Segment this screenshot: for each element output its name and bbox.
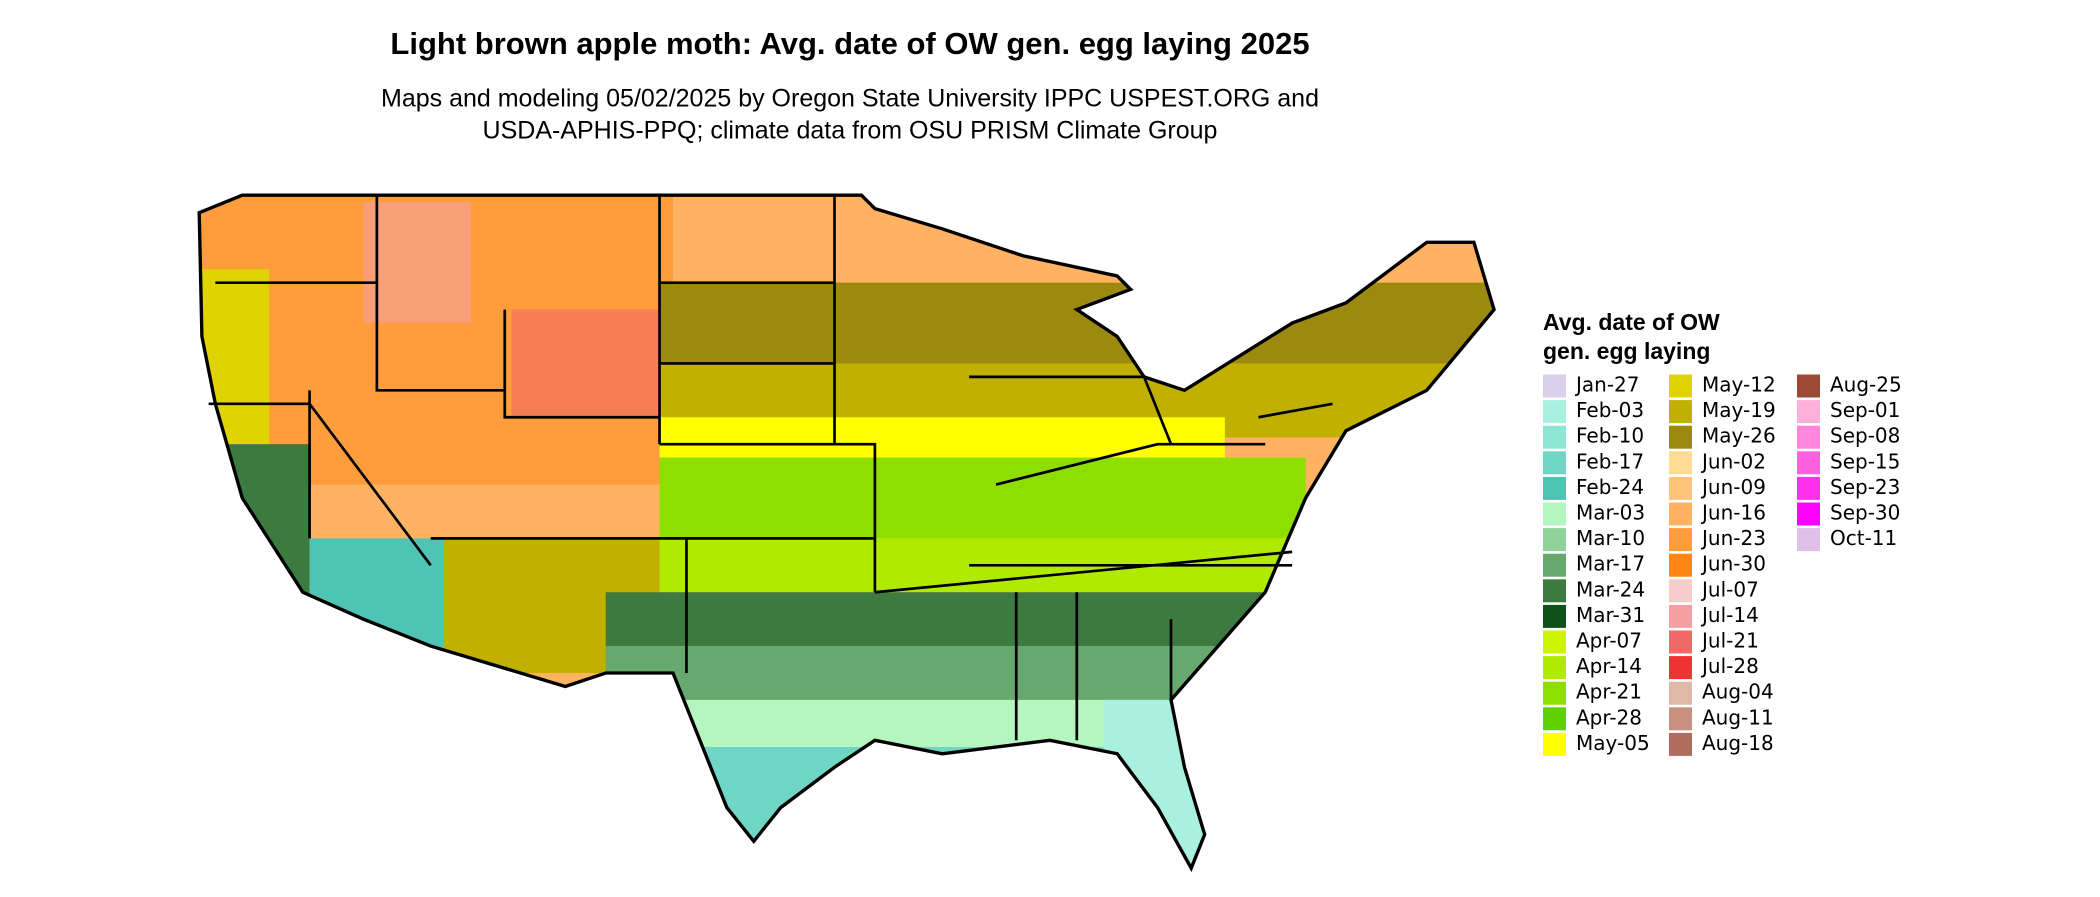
legend-swatch <box>1669 707 1692 731</box>
subtitle: Maps and modeling 05/02/2025 by Oregon S… <box>381 85 1319 113</box>
legend-swatch <box>1669 476 1692 500</box>
legend-swatch <box>1543 579 1566 603</box>
legend-label: Aug-18 <box>1702 731 1774 755</box>
legend-label: Jul-21 <box>1700 629 1759 653</box>
legend-label: Mar-03 <box>1576 501 1645 525</box>
legend-label: Aug-11 <box>1702 705 1774 729</box>
legend-swatch <box>1543 707 1566 731</box>
legend-swatch <box>1543 476 1566 500</box>
legend-label: May-26 <box>1702 424 1776 448</box>
legend-swatch <box>1543 604 1566 628</box>
legend-label: Feb-10 <box>1576 424 1644 448</box>
legend-label: Apr-14 <box>1576 654 1642 678</box>
legend-label: Feb-03 <box>1576 398 1644 422</box>
legend-swatch <box>1669 579 1692 603</box>
legend-swatch <box>1797 425 1820 449</box>
legend-label: Jan-27 <box>1574 373 1640 397</box>
legend-swatch <box>1669 553 1692 577</box>
legend-label: Jul-28 <box>1700 654 1759 678</box>
legend-label: Sep-08 <box>1830 424 1900 448</box>
legend-label: May-05 <box>1576 731 1650 755</box>
legend-label: Sep-01 <box>1830 398 1900 422</box>
legend-label: Apr-21 <box>1576 680 1642 704</box>
legend-label: Feb-17 <box>1576 449 1644 473</box>
legend-title: gen. egg laying <box>1543 338 1710 364</box>
legend-label: Jun-09 <box>1700 475 1766 499</box>
legend-title: Avg. date of OW <box>1543 309 1720 335</box>
subtitle: USDA-APHIS-PPQ; climate data from OSU PR… <box>483 117 1218 145</box>
legend-label: Jun-23 <box>1700 526 1766 550</box>
legend-swatch <box>1543 374 1566 398</box>
legend-swatch <box>1797 476 1820 500</box>
legend-label: Mar-31 <box>1576 603 1645 627</box>
legend-swatch <box>1543 681 1566 705</box>
legend-swatch <box>1669 630 1692 654</box>
legend-swatch <box>1669 400 1692 424</box>
legend: Jan-27Feb-03Feb-10Feb-17Feb-24Mar-03Mar-… <box>1543 373 1902 756</box>
legend-swatch <box>1669 374 1692 398</box>
legend-swatch <box>1669 502 1692 526</box>
legend-swatch <box>1543 451 1566 475</box>
legend-label: Feb-24 <box>1576 475 1644 499</box>
legend-swatch <box>1543 732 1566 756</box>
legend-label: Mar-17 <box>1576 552 1645 576</box>
legend-label: Sep-15 <box>1830 449 1900 473</box>
legend-swatch <box>1797 502 1820 526</box>
legend-swatch <box>1669 681 1692 705</box>
legend-swatch <box>1669 528 1692 552</box>
map <box>197 193 1496 873</box>
legend-label: Jun-30 <box>1700 552 1766 576</box>
legend-label: May-19 <box>1702 398 1776 422</box>
legend-label: Oct-11 <box>1830 526 1897 550</box>
legend-label: May-12 <box>1702 373 1776 397</box>
legend-swatch <box>1797 451 1820 475</box>
legend-label: Apr-07 <box>1576 629 1642 653</box>
legend-label: Aug-04 <box>1702 680 1774 704</box>
title: Light brown apple moth: Avg. date of OW … <box>390 26 1309 61</box>
legend-label: Aug-25 <box>1830 373 1902 397</box>
legend-swatch <box>1797 374 1820 398</box>
legend-label: Apr-28 <box>1576 705 1642 729</box>
legend-swatch <box>1543 528 1566 552</box>
legend-swatch <box>1543 425 1566 449</box>
legend-swatch <box>1669 604 1692 628</box>
legend-label: Mar-10 <box>1576 526 1645 550</box>
legend-swatch <box>1797 400 1820 424</box>
legend-swatch <box>1543 553 1566 577</box>
legend-swatch <box>1543 630 1566 654</box>
legend-swatch <box>1543 400 1566 424</box>
legend-label: Sep-23 <box>1830 475 1900 499</box>
legend-label: Mar-24 <box>1576 577 1645 601</box>
legend-swatch <box>1669 425 1692 449</box>
legend-label: Sep-30 <box>1830 501 1900 525</box>
legend-label: Jun-16 <box>1700 501 1766 525</box>
legend-swatch <box>1669 656 1692 680</box>
legend-swatch <box>1797 528 1820 552</box>
legend-label: Jun-02 <box>1700 449 1766 473</box>
legend-swatch <box>1543 656 1566 680</box>
legend-swatch <box>1669 451 1692 475</box>
legend-label: Jul-07 <box>1700 577 1759 601</box>
legend-label: Jul-14 <box>1700 603 1759 627</box>
legend-swatch <box>1669 732 1692 756</box>
legend-swatch <box>1543 502 1566 526</box>
